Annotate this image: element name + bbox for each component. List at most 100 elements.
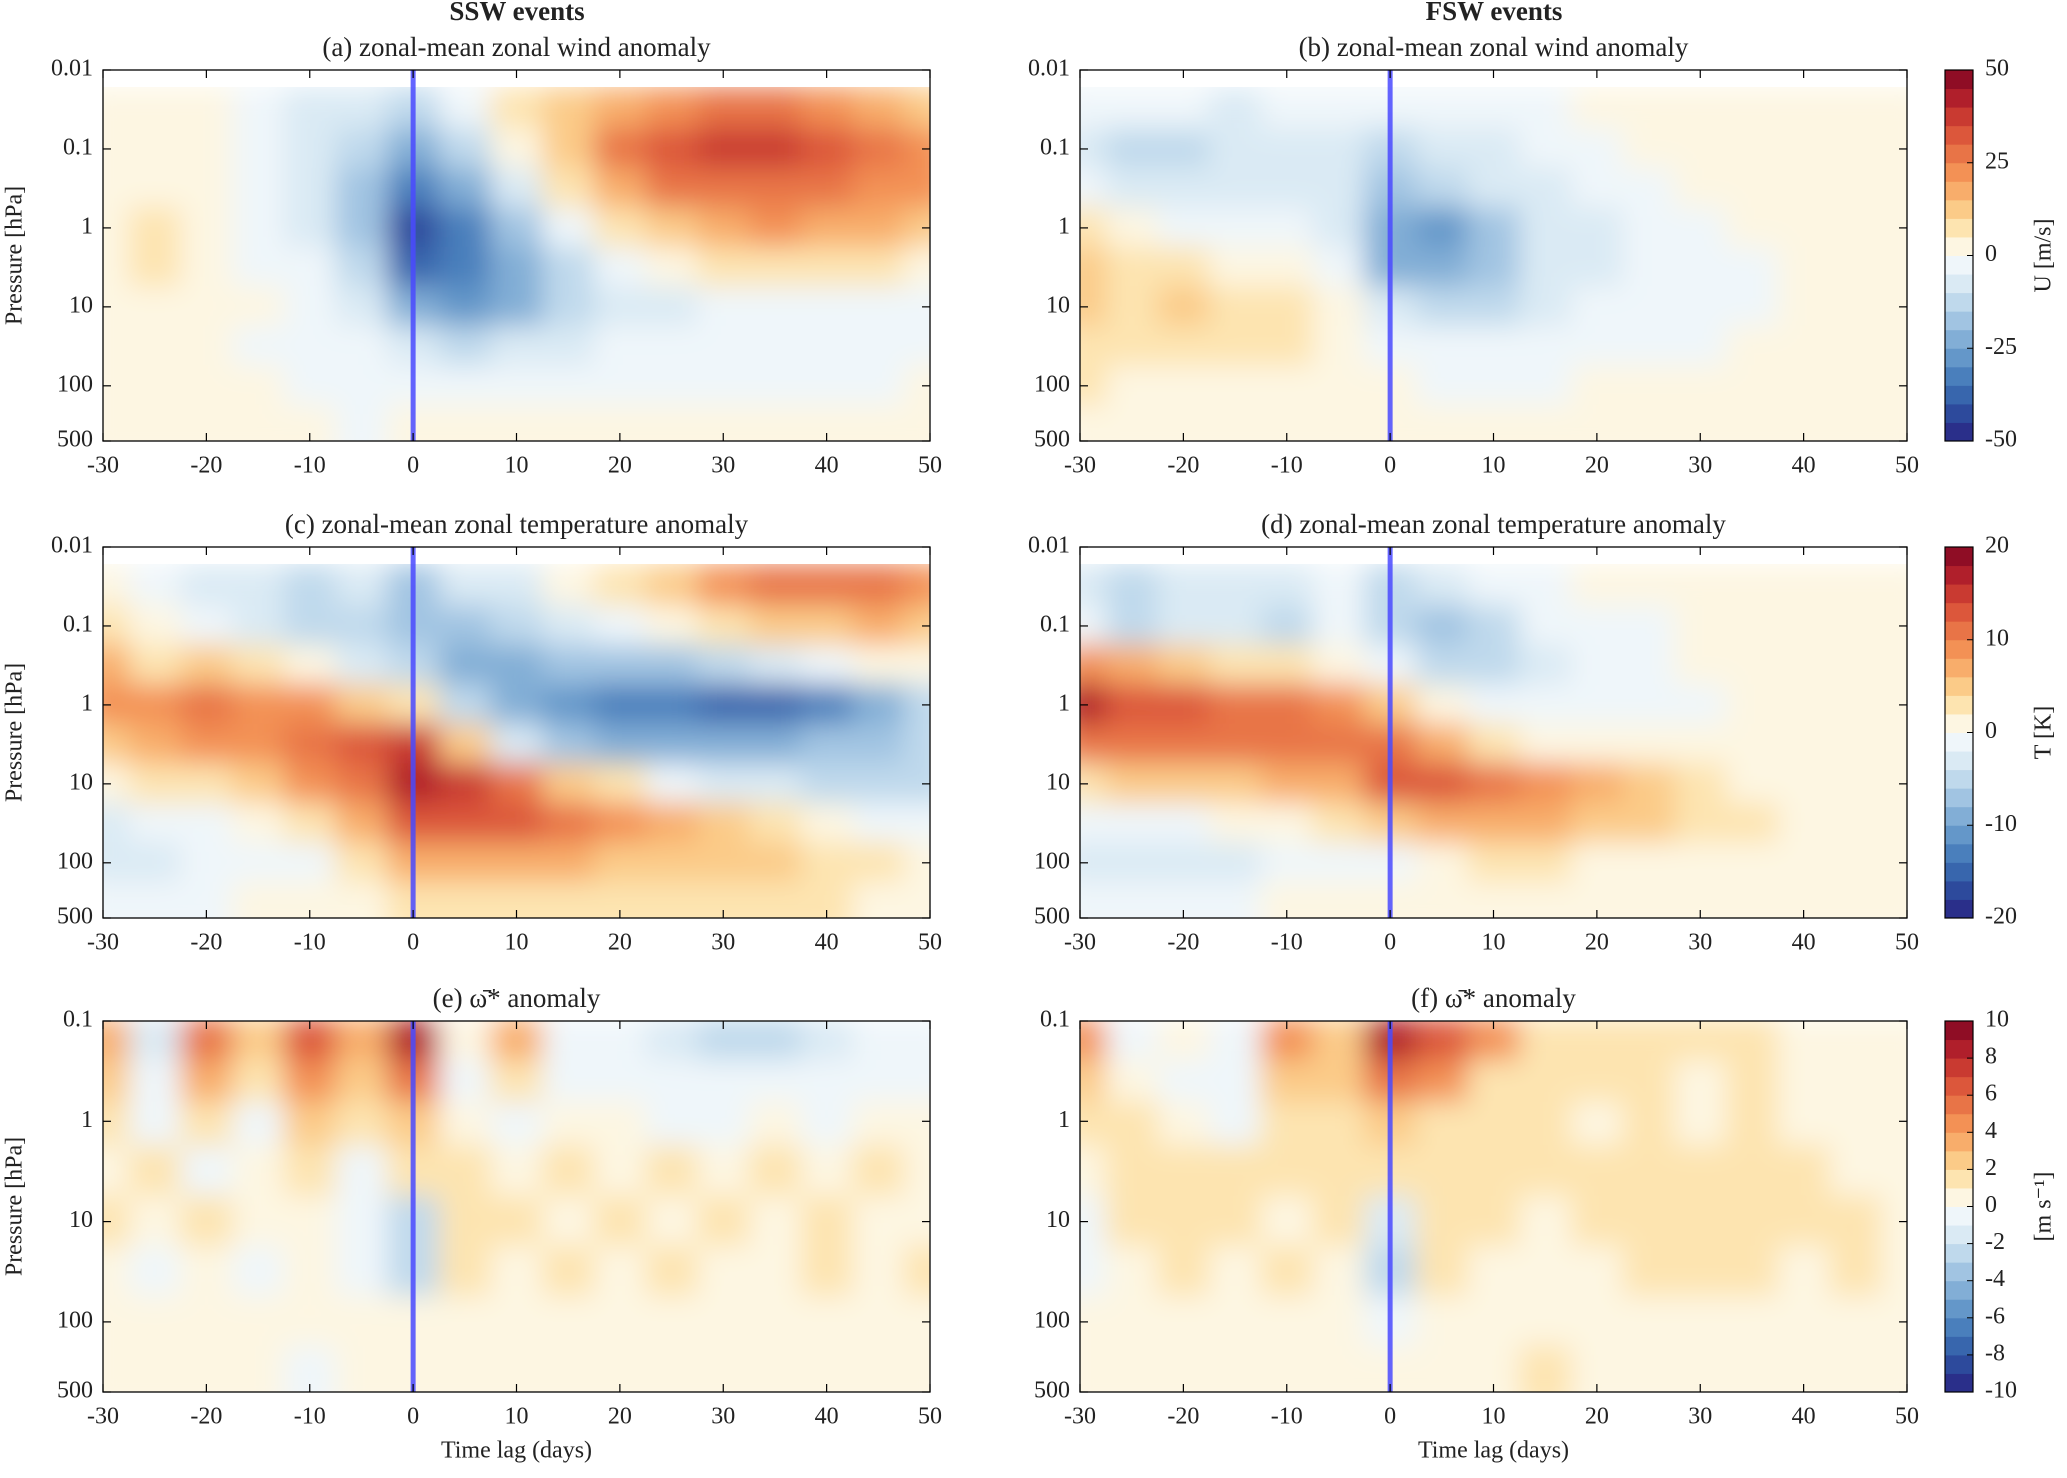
contour-cell: [438, 723, 492, 764]
contour-cell: [1415, 842, 1469, 883]
contour-cell: [1209, 644, 1262, 685]
y-tick-label: 0.1: [1040, 611, 1070, 637]
contour-cell: [749, 286, 802, 327]
contour-cell: [1260, 365, 1314, 406]
x-tick-label: -10: [1271, 930, 1303, 956]
contour-cell: [1105, 87, 1159, 129]
contour-cell: [1571, 802, 1624, 843]
x-tick-label: 20: [1585, 1404, 1609, 1430]
contour-cell: [1260, 1345, 1314, 1392]
contour-cell: [1726, 1060, 1779, 1102]
contour-cell: [697, 1060, 750, 1102]
contour-cell: [594, 207, 647, 248]
colorbar-swatch: [1945, 1299, 1973, 1319]
contour-cell: [800, 207, 853, 248]
contour-cell: [180, 167, 233, 208]
contour-cell: [800, 1101, 853, 1146]
contour-cell: [1415, 605, 1469, 646]
contour-cell: [1726, 365, 1779, 406]
contour-cell: [1674, 1195, 1727, 1247]
x-tick-label: 10: [1482, 1404, 1506, 1430]
contour-cell: [283, 644, 337, 685]
colorbar-swatch: [1945, 1021, 1973, 1041]
x-tick-label: -30: [1064, 930, 1096, 956]
contour-cell: [1105, 1145, 1159, 1196]
contour-cell: [1571, 207, 1624, 248]
contour-cell: [1674, 564, 1727, 606]
contour-cell: [594, 365, 647, 406]
contour-cell: [594, 564, 647, 606]
contour-cell: [1415, 167, 1469, 208]
contour-cell: [180, 564, 233, 606]
contour-cell: [1829, 1295, 1882, 1347]
contour-cell: [1571, 1060, 1624, 1102]
contour-cell: [542, 1195, 595, 1247]
x-tick-label: 10: [1482, 453, 1506, 479]
colorbar-swatch: [1945, 70, 1973, 90]
contour-cell: [1080, 1021, 1107, 1061]
contour-cell: [749, 404, 802, 441]
contour-cell: [1726, 1145, 1779, 1196]
colorbar-swatch: [1945, 1058, 1973, 1078]
contour-cell: [1829, 881, 1882, 918]
contour-cell: [1726, 1101, 1779, 1146]
contour-cell: [1829, 286, 1882, 327]
contour-cell: [645, 763, 698, 804]
colorbar-tick-label: -50: [1985, 427, 2017, 453]
contour-cell: [904, 365, 930, 406]
y-tick-label: 10: [1046, 292, 1070, 318]
contour-cell: [1105, 723, 1159, 764]
contour-cell: [438, 87, 492, 129]
contour-cell: [800, 286, 853, 327]
colorbar-swatch: [1945, 788, 1973, 808]
contour-cell: [1157, 644, 1210, 685]
colorbar-tick-label: -25: [1985, 334, 2017, 360]
contour-cell: [1622, 1295, 1675, 1347]
contour-cell: [1209, 1295, 1262, 1347]
contour-cell: [1209, 1060, 1262, 1102]
contour-cell: [1726, 1021, 1779, 1061]
contour-cell: [697, 684, 750, 725]
contour-cell: [1080, 1101, 1107, 1146]
contour-cell: [697, 1195, 750, 1247]
contour-cell: [1881, 167, 1907, 208]
contour-cell: [128, 684, 182, 725]
contour-cell: [594, 167, 647, 208]
contour-cell: [1881, 1021, 1907, 1061]
contour-cell: [1209, 802, 1262, 843]
x-tick-label: -30: [1064, 1404, 1096, 1430]
contour-cell: [1777, 246, 1830, 287]
contour-cell: [1777, 723, 1830, 764]
contour-cell: [1080, 365, 1107, 406]
contour-cell: [697, 723, 750, 764]
contour-cell: [1519, 1145, 1572, 1196]
contour-cell: [335, 684, 388, 725]
x-tick-label: -10: [294, 930, 326, 956]
contour-cell: [1829, 167, 1882, 208]
contour-cell: [438, 644, 492, 685]
contour-cell: [180, 763, 233, 804]
contour-cell: [594, 644, 647, 685]
contour-cell: [103, 1195, 130, 1247]
contour-cell: [1571, 246, 1624, 287]
contour-cell: [1829, 802, 1882, 843]
contour-cell: [1881, 1145, 1907, 1196]
contour-cell: [1519, 365, 1572, 406]
x-tick-label: 0: [407, 453, 419, 479]
contour-cell: [128, 564, 182, 606]
contour-cell: [335, 1060, 388, 1102]
contour-cell: [594, 684, 647, 725]
contour-cell: [1157, 167, 1210, 208]
contour-cell: [1674, 167, 1727, 208]
contour-cell: [800, 1060, 853, 1102]
contour-cell: [1312, 605, 1365, 646]
contour-cell: [1312, 1245, 1365, 1297]
colorbar-label: [m s⁻¹]: [2031, 1172, 2057, 1242]
contour-cell: [180, 128, 233, 169]
contour-cell: [490, 763, 543, 804]
contour-cell: [1105, 605, 1159, 646]
contour-cell: [1726, 1345, 1779, 1392]
contour-cell: [1622, 605, 1675, 646]
contour-cell: [283, 1245, 337, 1297]
contour-cell: [1415, 1345, 1469, 1392]
